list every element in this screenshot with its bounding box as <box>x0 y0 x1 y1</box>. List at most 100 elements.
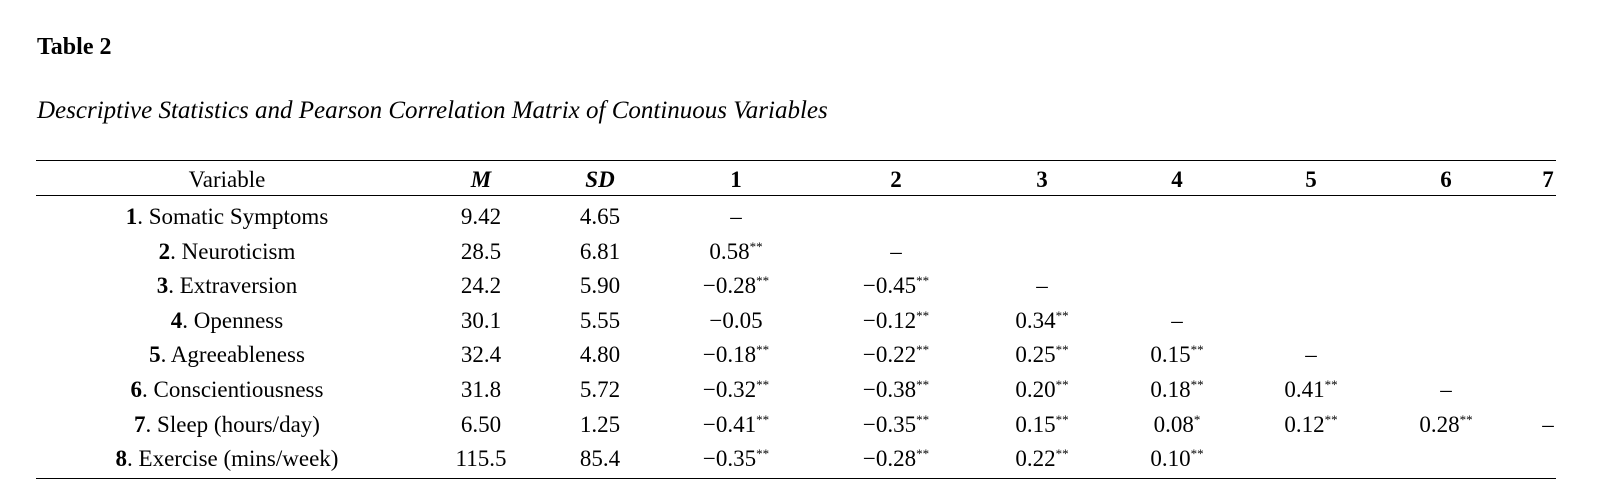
cell: 0.15** <box>1015 412 1068 438</box>
cell: – <box>1440 377 1452 402</box>
cell-value: −0.35 <box>862 411 917 437</box>
header-rule <box>36 195 1556 196</box>
column-header: SD <box>585 167 615 192</box>
cell: −0.05 <box>709 307 763 333</box>
cell: 0.41** <box>1284 377 1337 403</box>
cell: 5.72 <box>579 377 621 402</box>
significance: ** <box>1190 446 1204 462</box>
significance: ** <box>1055 307 1069 323</box>
cell: 0.22** <box>1015 446 1068 472</box>
row-number: 4 <box>170 307 183 333</box>
cell-value: 0.18 <box>1150 377 1191 402</box>
cell-value: −0.41 <box>702 411 757 437</box>
significance: ** <box>756 411 770 427</box>
cell-value: 0.08 <box>1153 411 1194 437</box>
cell-value: −0.35 <box>702 446 757 472</box>
cell: −0.28** <box>863 446 929 472</box>
significance: ** <box>916 273 930 289</box>
row-label: 7. Sleep (hours/day) <box>134 412 320 438</box>
cell: 0.25** <box>1015 342 1068 368</box>
cell-value: 0.22 <box>1015 446 1056 472</box>
row-number: 1 <box>125 204 138 229</box>
cell: −0.35** <box>863 412 929 438</box>
cell: −0.12** <box>863 308 929 334</box>
row-name: . Sleep (hours/day) <box>145 411 320 437</box>
cell: 4.65 <box>579 204 621 229</box>
cell: 85.4 <box>579 446 621 472</box>
cell: −0.35** <box>703 446 769 472</box>
cell: – <box>730 204 742 229</box>
cell-value: −0.32 <box>702 377 757 402</box>
cell: 0.08* <box>1154 412 1201 438</box>
significance: ** <box>916 377 930 392</box>
row-label: 2. Neuroticism <box>159 239 296 265</box>
cell: −0.28** <box>703 273 769 299</box>
column-header: 7 <box>1542 167 1554 192</box>
row-number: 8 <box>115 446 128 472</box>
top-rule <box>36 160 1556 161</box>
cell: 0.28** <box>1419 412 1472 438</box>
row-name: . Conscientiousness <box>142 377 324 402</box>
cell: 0.18** <box>1150 377 1203 403</box>
cell: – <box>1542 411 1554 437</box>
cell: 115.5 <box>455 446 507 472</box>
significance: ** <box>1055 446 1069 462</box>
cell: 0.34** <box>1015 308 1068 334</box>
significance: ** <box>916 307 930 323</box>
significance: ** <box>1055 411 1069 427</box>
significance: ** <box>1324 411 1338 427</box>
row-label: 5. Agreeableness <box>149 342 305 368</box>
cell: −0.18** <box>703 342 769 368</box>
cell: 6.50 <box>460 411 502 437</box>
cell: 24.2 <box>460 273 502 299</box>
row-label: 3. Extraversion <box>157 273 298 299</box>
cell: – <box>1036 273 1048 299</box>
column-header: Variable <box>188 167 266 192</box>
cell: 0.20** <box>1015 377 1068 403</box>
column-header: 1 <box>730 167 742 192</box>
significance: ** <box>1055 342 1069 358</box>
row-number: 6 <box>130 377 143 402</box>
cell-value: 0.20 <box>1015 377 1056 402</box>
cell-value: 0.41 <box>1284 377 1325 402</box>
column-header: M <box>470 167 492 192</box>
significance: ** <box>916 342 930 358</box>
cell: 32.4 <box>460 342 502 368</box>
cell-value: −0.38 <box>862 377 917 402</box>
cell-value: 0.15 <box>1015 411 1056 437</box>
row-number: 2 <box>158 238 171 264</box>
cell: −0.45** <box>863 273 929 299</box>
significance: ** <box>1055 377 1069 392</box>
cell-value: 0.34 <box>1015 307 1056 333</box>
column-header: 4 <box>1171 167 1183 192</box>
cell: 1.25 <box>579 411 621 437</box>
cell: 0.15** <box>1150 342 1203 368</box>
table-subtitle: Descriptive Statistics and Pearson Corre… <box>37 97 828 124</box>
row-label: 1. Somatic Symptoms <box>126 204 329 230</box>
row-number: 7 <box>134 411 146 437</box>
cell: 28.5 <box>460 238 502 264</box>
row-name: . Somatic Symptoms <box>137 204 329 229</box>
cell: 0.10** <box>1150 446 1203 472</box>
significance: * <box>1193 411 1201 427</box>
cell: 4.80 <box>579 342 621 368</box>
cell: 0.12** <box>1284 412 1337 438</box>
cell: – <box>890 238 902 264</box>
cell: −0.41** <box>703 412 769 438</box>
cell-value: −0.12 <box>862 307 917 333</box>
column-header: 6 <box>1440 167 1452 192</box>
cell-value: 0.25 <box>1015 342 1056 368</box>
cell: 31.8 <box>460 377 502 402</box>
row-label: 8. Exercise (mins/week) <box>116 446 339 472</box>
row-name: . Agreeableness <box>160 342 305 368</box>
column-header: 5 <box>1305 167 1317 192</box>
cell-value: −0.22 <box>862 342 917 368</box>
cell-value: 0.28 <box>1419 411 1460 437</box>
cell-value: 0.12 <box>1284 411 1325 437</box>
bottom-rule <box>36 478 1556 479</box>
column-header: 2 <box>890 167 902 192</box>
row-name: . Extraversion <box>168 273 298 299</box>
column-header: 3 <box>1036 167 1048 192</box>
row-name: . Openness <box>182 307 284 333</box>
